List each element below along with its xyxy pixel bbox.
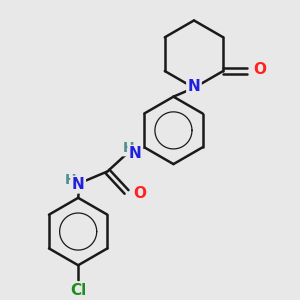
Text: N: N bbox=[72, 177, 85, 192]
Text: O: O bbox=[253, 62, 266, 77]
Text: H: H bbox=[123, 141, 134, 155]
Text: Cl: Cl bbox=[70, 283, 86, 298]
Text: N: N bbox=[188, 79, 200, 94]
Text: H: H bbox=[65, 173, 77, 187]
Text: O: O bbox=[133, 186, 146, 201]
Text: N: N bbox=[129, 146, 142, 161]
